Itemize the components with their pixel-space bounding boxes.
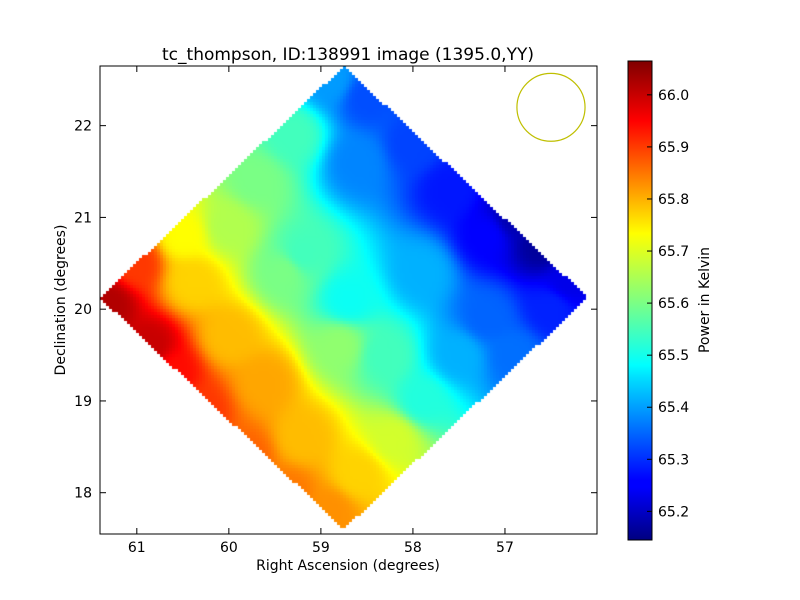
colorbar-label: Power in Kelvin <box>697 247 713 353</box>
y-axis: 18 19 20 21 22 <box>74 119 597 502</box>
y-tick-label: 20 <box>74 302 92 318</box>
y-tick-label: 21 <box>74 210 92 226</box>
y-axis-label: Declination (degrees) <box>53 225 69 376</box>
colorbar-tick-label: 65.3 <box>658 452 689 468</box>
colorbar-tick-label: 65.7 <box>658 244 689 260</box>
colorbar-tick-label: 65.5 <box>658 348 689 364</box>
x-axis-label: Right Ascension (degrees) <box>256 558 440 574</box>
heatmap-image <box>100 66 597 534</box>
colorbar-tick-label: 65.4 <box>658 400 689 416</box>
y-tick-label: 22 <box>74 119 92 135</box>
heatmap-overlay <box>516 72 586 142</box>
colorbar-tick-label: 65.9 <box>658 140 689 156</box>
beam-circle <box>516 72 586 142</box>
y-tick-label: 18 <box>74 486 92 502</box>
chart-title: tc_thompson, ID:138991 image (1395.0,YY) <box>162 45 534 65</box>
colorbar-gradient <box>627 60 653 541</box>
colorbar-tick-label: 65.6 <box>658 296 689 312</box>
x-tick-label: 58 <box>404 540 422 556</box>
x-tick-label: 57 <box>496 540 514 556</box>
colorbar: 65.2 65.3 65.4 65.5 65.6 65.7 65.8 65.9 66.0 Pow… <box>627 60 713 541</box>
colorbar-ticks: 65.2 65.3 65.4 65.5 65.6 65.7 65.8 65.9 66.0 <box>647 88 689 520</box>
plot-frame <box>99 65 598 535</box>
x-axis: 61 60 59 58 57 <box>128 66 514 556</box>
y-tick-label: 19 <box>74 394 92 410</box>
x-tick-label: 59 <box>312 540 330 556</box>
heatmap-raster <box>100 66 597 534</box>
colorbar-tick-label: 65.8 <box>658 192 689 208</box>
x-tick-label: 61 <box>128 540 146 556</box>
x-tick-label: 60 <box>220 540 238 556</box>
colorbar-tick-label: 66.0 <box>658 88 689 104</box>
colorbar-tick-label: 65.2 <box>658 504 689 520</box>
